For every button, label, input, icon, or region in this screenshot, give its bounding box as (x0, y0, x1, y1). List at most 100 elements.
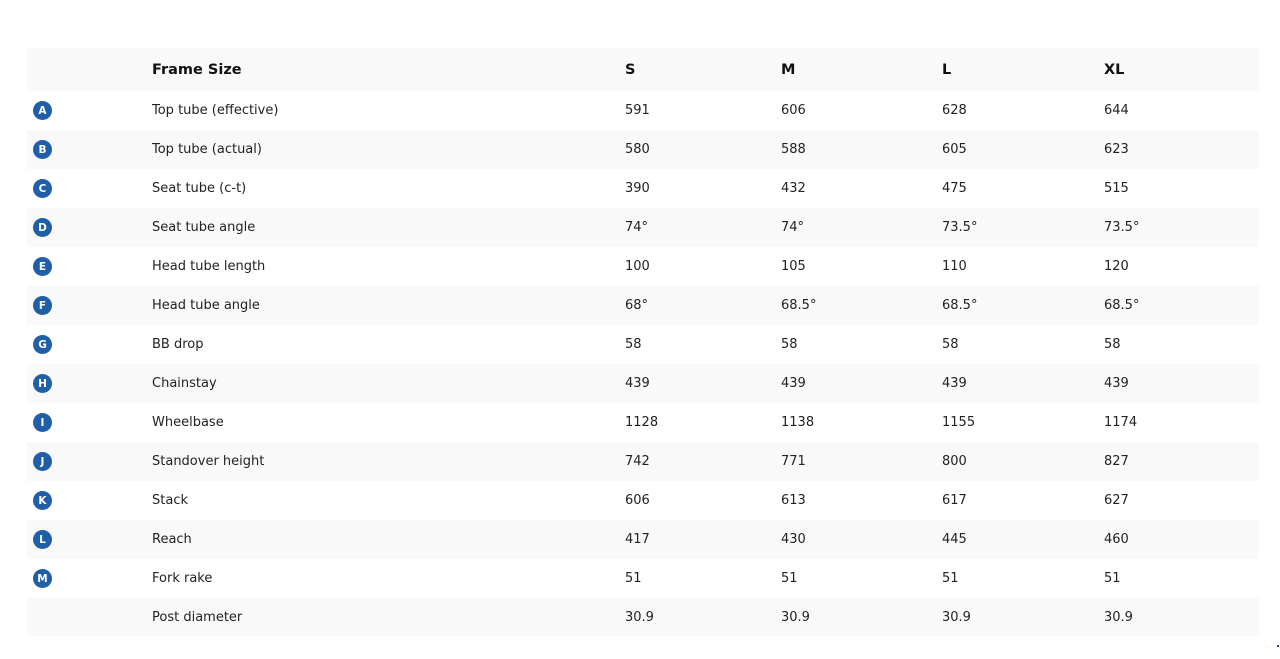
measurement-value: 644 (1104, 103, 1129, 118)
measurement-value: 74° (625, 220, 649, 235)
measurement-badge: A (33, 101, 52, 120)
measurement-value: 580 (625, 142, 650, 157)
header-size-xl: XL (1104, 61, 1125, 78)
table-header: Frame Size S M L XL (27, 48, 1259, 91)
measurement-label: Post diameter (152, 609, 243, 625)
measurement-badge: M (33, 569, 52, 588)
measurement-badge: B (33, 140, 52, 159)
measurement-value: 68.5° (1104, 298, 1140, 313)
measurement-label: Reach (152, 532, 192, 547)
measurement-badge: I (33, 413, 52, 432)
measurement-value: 58 (781, 337, 798, 352)
measurement-value: 627 (1104, 493, 1129, 508)
measurement-value: 591 (625, 103, 650, 118)
measurement-value: 515 (1104, 181, 1129, 196)
table-row: G BB drop 58 58 58 58 (27, 325, 1259, 364)
measurement-value: 51 (625, 571, 642, 586)
table-row: E Head tube length 100 105 110 120 (27, 247, 1259, 286)
measurement-value: 439 (781, 376, 806, 391)
table-row: Post diameter 30.9 30.9 30.9 30.9 (27, 598, 1259, 636)
measurement-label: Chainstay (152, 376, 217, 391)
measurement-value: 771 (781, 454, 806, 469)
measurement-label: Fork rake (152, 571, 213, 586)
measurement-value: 742 (625, 454, 650, 469)
header-size-s: S (625, 61, 636, 78)
measurement-value: 58 (1104, 337, 1121, 352)
measurement-value: 58 (625, 337, 642, 352)
table-row: F Head tube angle 68° 68.5° 68.5° 68.5° (27, 286, 1259, 325)
measurement-value: 30.9 (625, 609, 654, 625)
measurement-value: 30.9 (781, 609, 810, 625)
table-row: H Chainstay 439 439 439 439 (27, 364, 1259, 403)
measurement-value: 1128 (625, 415, 659, 430)
table-row: D Seat tube angle 74° 74° 73.5° 73.5° (27, 208, 1259, 247)
measurement-badge: D (33, 218, 52, 237)
measurement-badge: G (33, 335, 52, 354)
measurement-value: 51 (942, 571, 959, 586)
table-row: L Reach 417 430 445 460 (27, 520, 1259, 559)
measurement-value: 623 (1104, 142, 1129, 157)
measurement-badge: H (33, 374, 52, 393)
measurement-value: 417 (625, 532, 650, 547)
measurement-value: 445 (942, 532, 967, 547)
measurement-label: Top tube (effective) (152, 103, 279, 118)
measurement-value: 613 (781, 493, 806, 508)
measurement-label: Stack (152, 493, 188, 508)
geometry-table: Frame Size S M L XL A Top tube (effective… (27, 48, 1259, 636)
measurement-label: Seat tube (c-t) (152, 181, 247, 196)
marker-dot (1277, 645, 1279, 647)
header-size-m: M (781, 61, 796, 78)
table-row: C Seat tube (c-t) 390 432 475 515 (27, 169, 1259, 208)
measurement-value: 827 (1104, 454, 1129, 469)
measurement-value: 460 (1104, 532, 1129, 547)
measurement-value: 800 (942, 454, 967, 469)
measurement-value: 73.5° (942, 220, 978, 235)
measurement-label: BB drop (152, 337, 204, 352)
measurement-value: 100 (625, 259, 650, 274)
measurement-value: 110 (942, 259, 967, 274)
table-row: J Standover height 742 771 800 827 (27, 442, 1259, 481)
measurement-label: Head tube length (152, 259, 266, 274)
measurement-badge: C (33, 179, 52, 198)
table-row: M Fork rake 51 51 51 51 (27, 559, 1259, 598)
measurement-value: 606 (781, 103, 806, 118)
measurement-value: 30.9 (942, 609, 971, 625)
measurement-value: 105 (781, 259, 806, 274)
measurement-badge: E (33, 257, 52, 276)
measurement-value: 439 (942, 376, 967, 391)
measurement-value: 606 (625, 493, 650, 508)
measurement-label: Wheelbase (152, 415, 224, 430)
measurement-label: Top tube (actual) (152, 142, 262, 157)
measurement-value: 120 (1104, 259, 1129, 274)
measurement-value: 475 (942, 181, 967, 196)
measurement-value: 390 (625, 181, 650, 196)
measurement-value: 628 (942, 103, 967, 118)
measurement-value: 430 (781, 532, 806, 547)
measurement-value: 68.5° (942, 298, 978, 313)
measurement-badge: F (33, 296, 52, 315)
measurement-label: Seat tube angle (152, 220, 256, 235)
measurement-value: 51 (1104, 571, 1121, 586)
measurement-value: 432 (781, 181, 806, 196)
measurement-value: 1155 (942, 415, 976, 430)
measurement-value: 68.5° (781, 298, 817, 313)
measurement-value: 617 (942, 493, 967, 508)
measurement-label: Head tube angle (152, 298, 260, 313)
table-row: K Stack 606 613 617 627 (27, 481, 1259, 520)
measurement-badge: L (33, 530, 52, 549)
table-row: A Top tube (effective) 591 606 628 644 (27, 91, 1259, 130)
measurement-value: 30.9 (1104, 609, 1133, 625)
header-size-l: L (942, 61, 952, 78)
header-frame-size: Frame Size (152, 61, 242, 78)
measurement-value: 74° (781, 220, 805, 235)
measurement-badge: J (33, 452, 52, 471)
table-row: B Top tube (actual) 580 588 605 623 (27, 130, 1259, 169)
measurement-value: 439 (625, 376, 650, 391)
measurement-value: 73.5° (1104, 220, 1140, 235)
measurement-value: 605 (942, 142, 967, 157)
measurement-value: 58 (942, 337, 959, 352)
measurement-value: 1174 (1104, 415, 1138, 430)
measurement-badge: K (33, 491, 52, 510)
measurement-value: 1138 (781, 415, 815, 430)
measurement-value: 588 (781, 142, 806, 157)
